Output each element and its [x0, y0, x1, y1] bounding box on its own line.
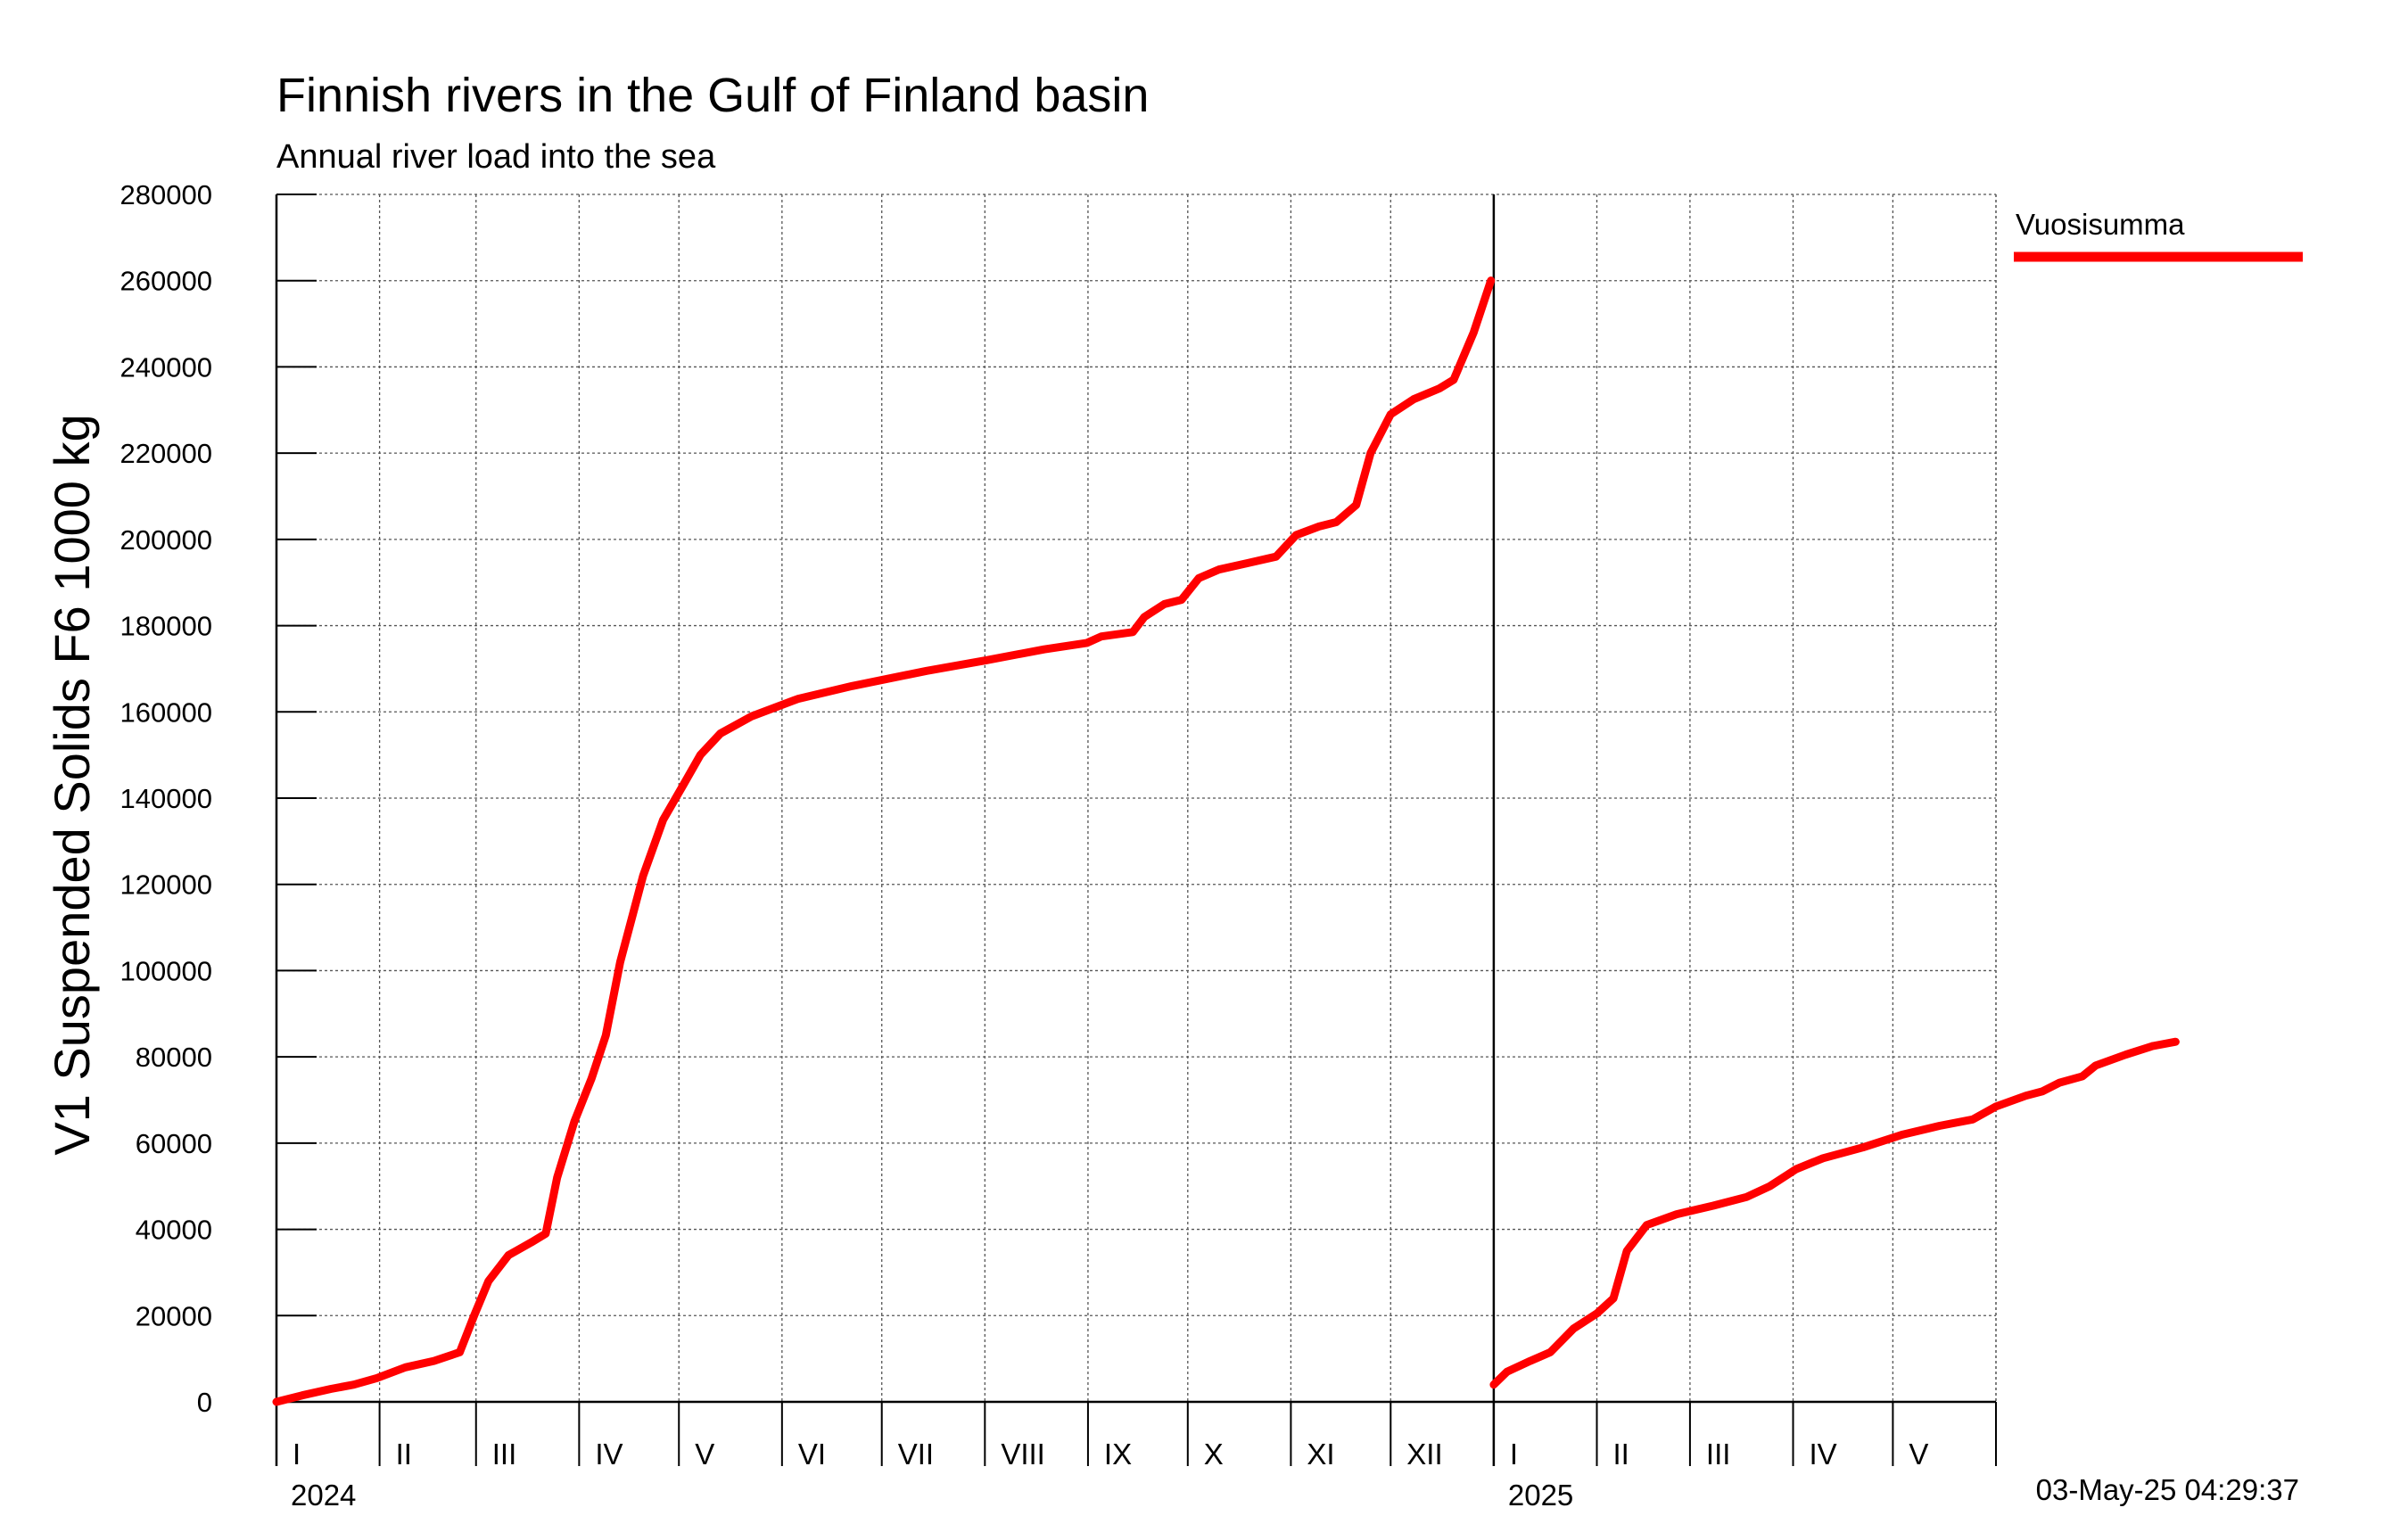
- y-tick-label: 120000: [120, 869, 212, 901]
- timestamp: 03-May-25 04:29:37: [2036, 1473, 2299, 1506]
- y-tick-label: 160000: [120, 696, 212, 728]
- grid: [276, 194, 1997, 1402]
- y-tick-label: 20000: [136, 1300, 212, 1331]
- axes: [275, 194, 1997, 1466]
- series-line-2025: [1489, 1037, 2180, 1389]
- chart-title: Finnish rivers in the Gulf of Finland ba…: [276, 69, 1149, 122]
- y-axis-label: V1 Suspended Solids F6 1000 kg: [44, 414, 100, 1155]
- y-tick-label: 140000: [120, 783, 212, 814]
- x-tick-label-month: I: [293, 1438, 301, 1471]
- y-tick-label: 60000: [136, 1128, 212, 1159]
- x-tick-label-month: XII: [1406, 1438, 1442, 1471]
- series-layer: [272, 276, 2180, 1406]
- y-tick-labels: 0 20000 40000 60000 80000 100000 120000 140000 1…: [120, 179, 212, 1418]
- x-tick-label-month: VIII: [1001, 1438, 1045, 1471]
- y-tick-label: 80000: [136, 1042, 212, 1073]
- x-tick-label-month: IV: [1810, 1438, 1837, 1471]
- x-tick-label-month: II: [396, 1438, 412, 1471]
- legend-label: Vuosisumma: [2016, 208, 2185, 241]
- y-tick-label: 180000: [120, 611, 212, 642]
- x-tick-label-month: III: [492, 1438, 517, 1471]
- y-tick-label: 240000: [120, 351, 212, 383]
- x-tick-label-month: III: [1706, 1438, 1731, 1471]
- x-tick-label-month: IX: [1104, 1438, 1132, 1471]
- y-tick-label: 0: [197, 1387, 212, 1418]
- series-line-2024: [272, 276, 1496, 1406]
- x-tick-label-month: VII: [898, 1438, 934, 1471]
- x-tick-label-month: II: [1612, 1438, 1629, 1471]
- x-tick-label-month: X: [1204, 1438, 1224, 1471]
- y-tick-label: 220000: [120, 438, 212, 469]
- y-tick-label: 200000: [120, 524, 212, 556]
- y-tick-label: 40000: [136, 1215, 212, 1246]
- x-tick-label-month: I: [1510, 1438, 1518, 1471]
- x-tick-label-month: VI: [798, 1438, 826, 1471]
- y-tick-label: 280000: [120, 179, 212, 210]
- x-tick-label-year: 2025: [1508, 1479, 1573, 1512]
- x-tick-label-year: 2024: [291, 1479, 356, 1512]
- chart-subtitle: Annual river load into the sea: [276, 138, 716, 176]
- y-tick-label: 260000: [120, 266, 212, 297]
- x-tick-label-month: V: [1909, 1438, 1928, 1471]
- legend: Vuosisumma: [2014, 208, 2303, 262]
- y-tick-label: 100000: [120, 955, 212, 986]
- x-tick-label-month: XI: [1307, 1438, 1334, 1471]
- x-tick-label-month: IV: [595, 1438, 623, 1471]
- x-tick-label-month: V: [695, 1438, 714, 1471]
